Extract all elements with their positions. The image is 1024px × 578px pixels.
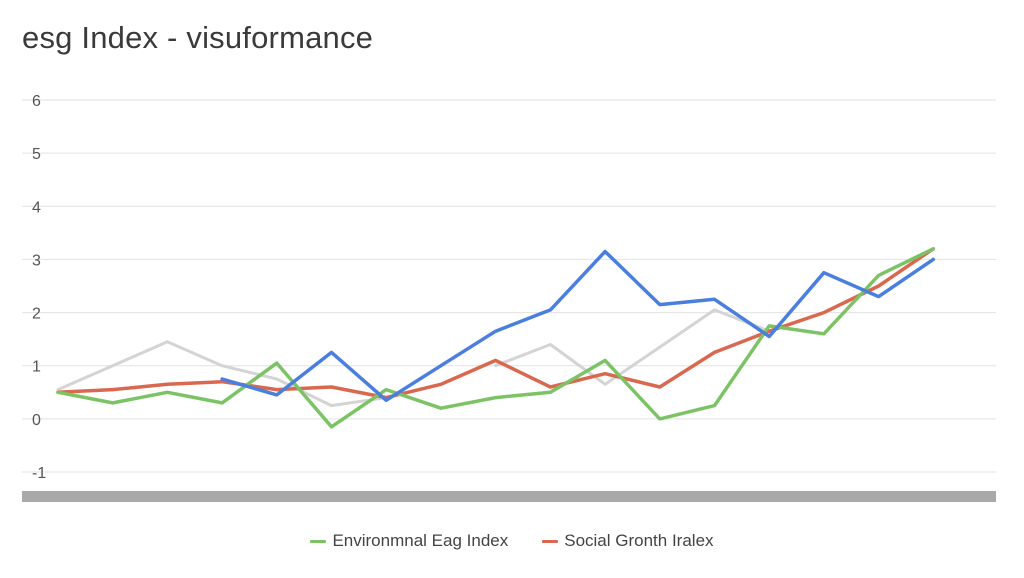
series-line-2	[56, 247, 936, 400]
chart-title: esg Index - visuformance	[22, 20, 374, 55]
legend-swatch-environmental	[310, 539, 327, 543]
y-tick-label-3: 2	[32, 306, 41, 323]
legend-label-social: Social Gronth Iralex	[564, 531, 714, 550]
series-line-3	[56, 308, 771, 408]
legend: Environmnal Eag Index Social Gronth Iral…	[0, 531, 1024, 551]
legend-label-environmental: Environmnal Eag Index	[332, 531, 509, 550]
y-tick-label-7: 6	[32, 93, 41, 110]
y-tick-label-4: 3	[32, 252, 41, 269]
legend-item-environmental: Environmnal Eag Index	[310, 531, 508, 551]
y-tick-label-2: 1	[32, 359, 41, 376]
y-tick-label-1: 0	[32, 412, 41, 429]
y-tick-label-0: -1	[32, 465, 46, 482]
x-axis-bar	[22, 491, 996, 502]
series-line-1	[56, 247, 936, 429]
legend-swatch-social	[542, 539, 559, 543]
series-line-0	[220, 249, 936, 403]
y-tick-label-6: 5	[32, 146, 41, 163]
legend-item-social: Social Gronth Iralex	[542, 531, 714, 551]
y-tick-label-5: 4	[32, 199, 41, 216]
